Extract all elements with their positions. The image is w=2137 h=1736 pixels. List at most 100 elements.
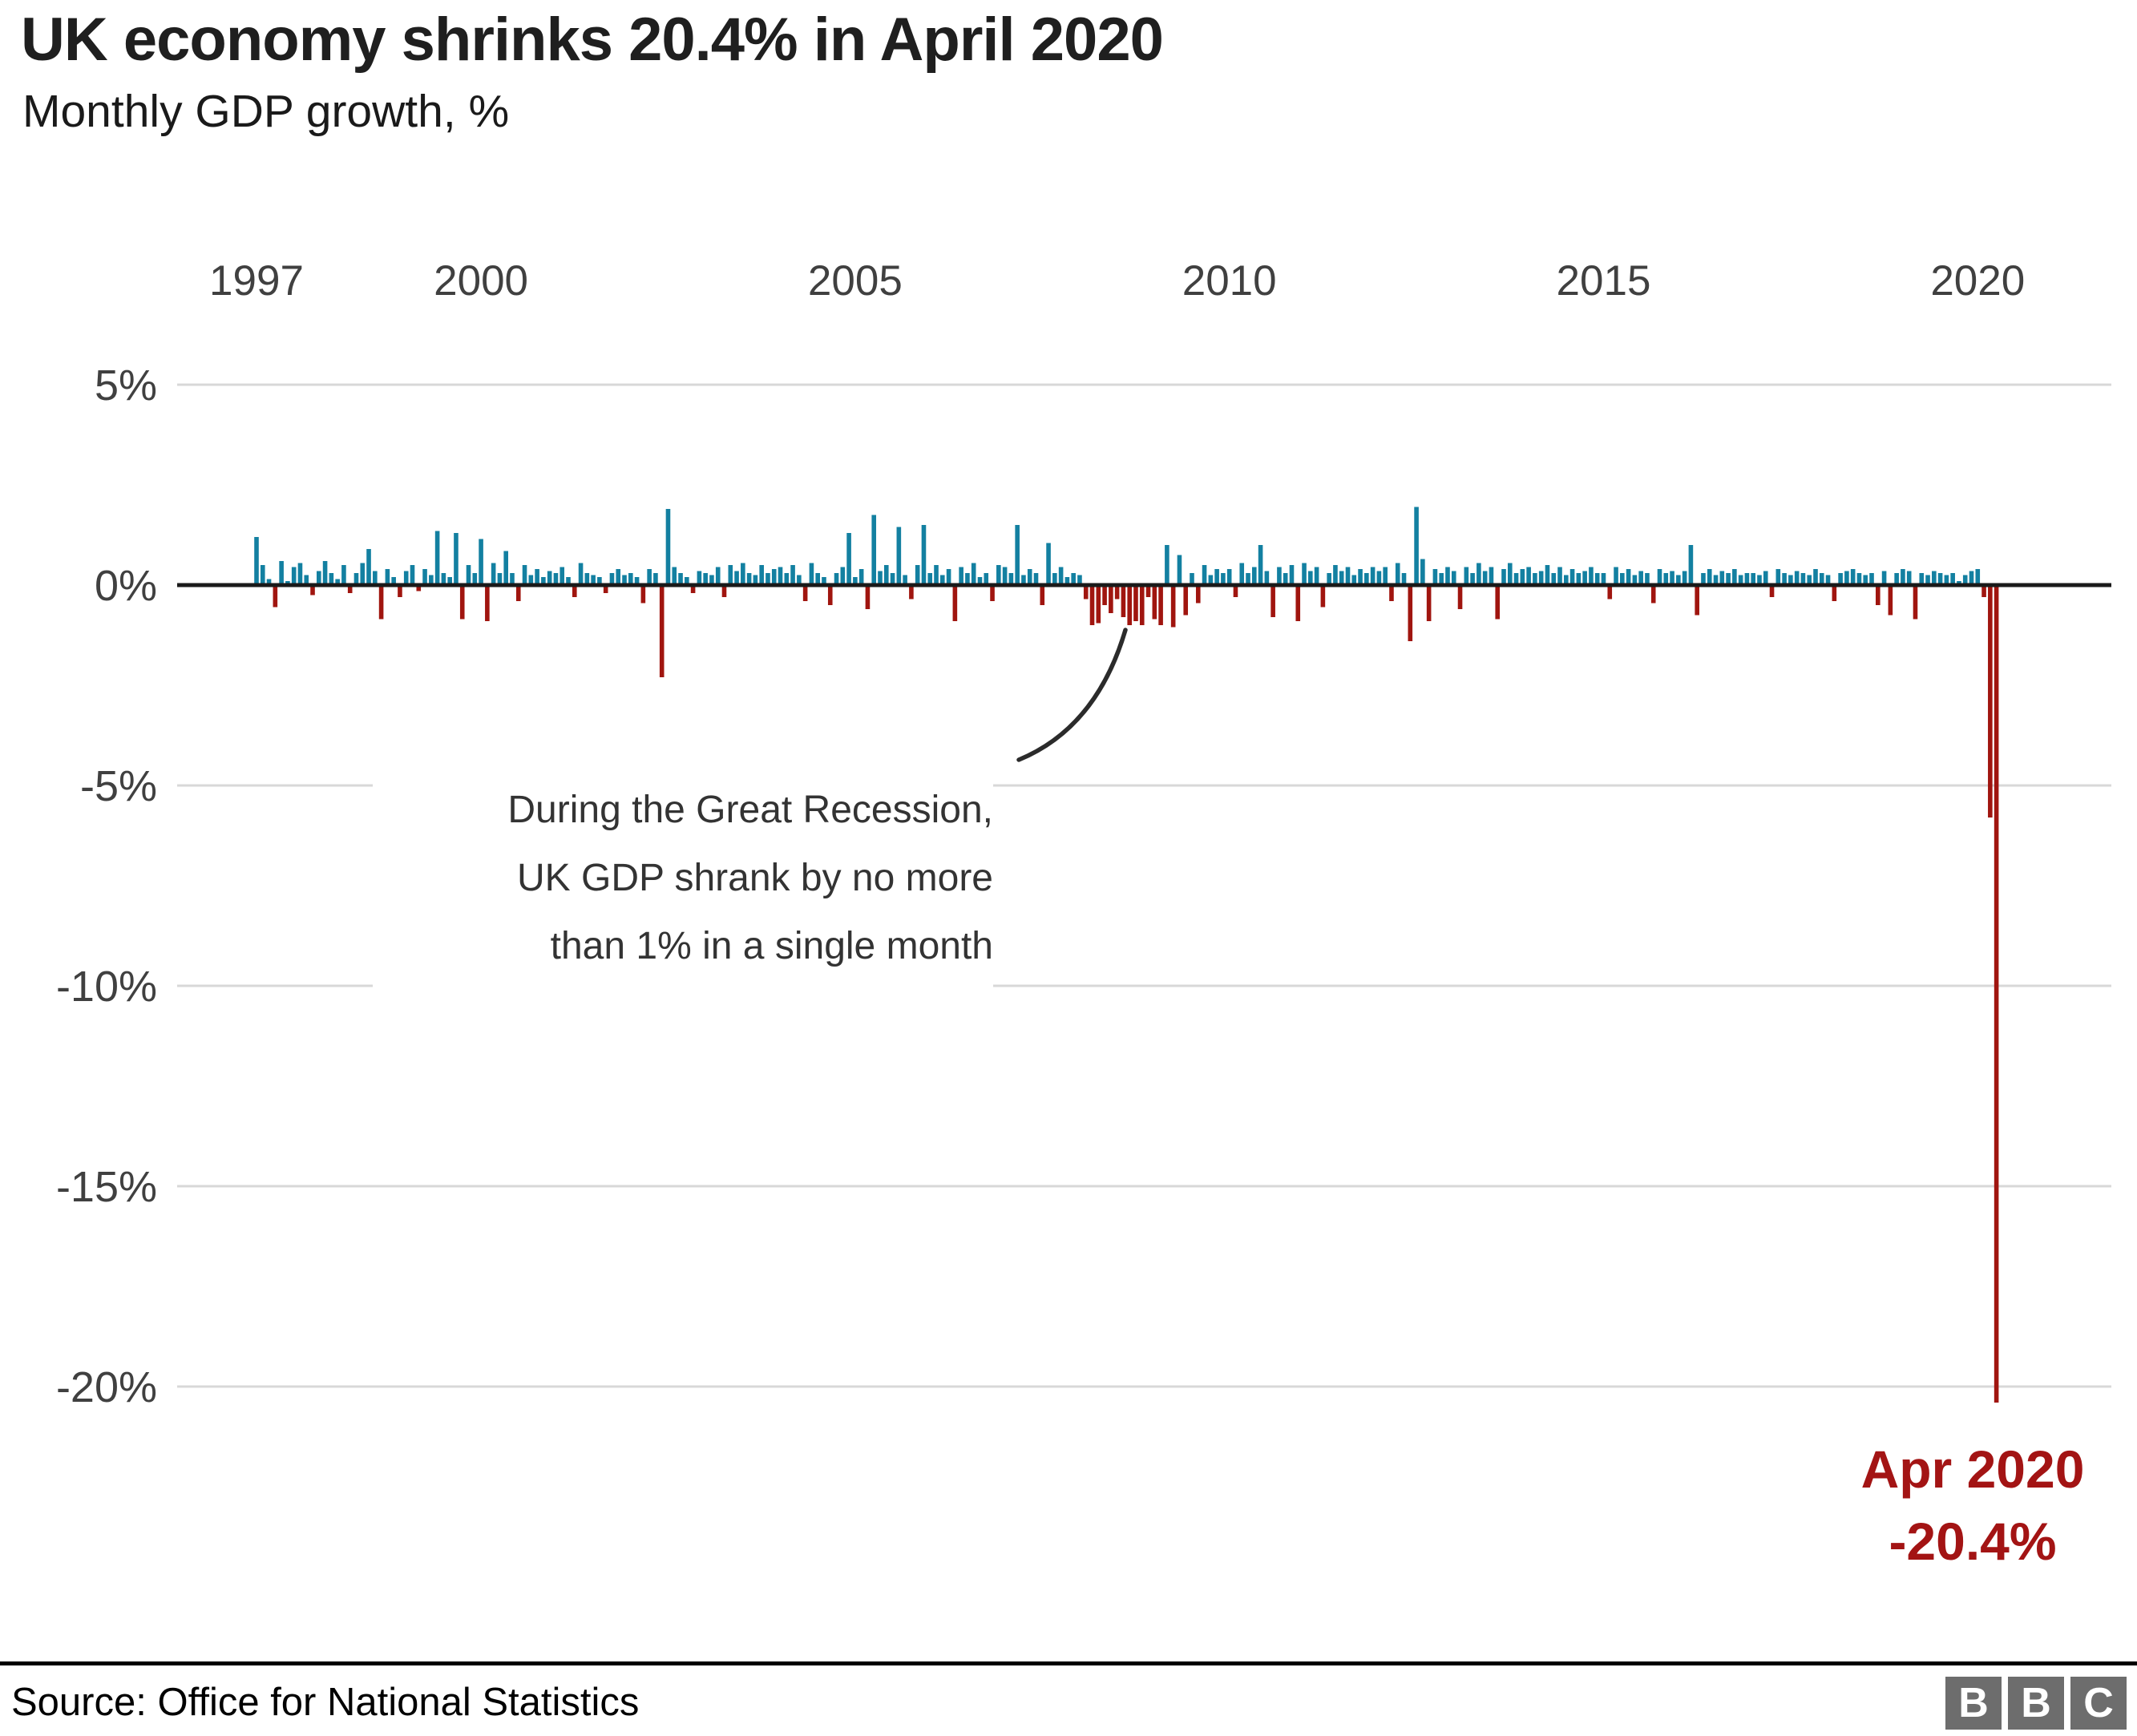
gdp-bar <box>734 571 739 585</box>
gdp-bar <box>1620 573 1625 585</box>
gdp-bar <box>391 577 396 585</box>
gdp-bar <box>766 573 770 585</box>
gdp-bar <box>1208 575 1214 585</box>
gdp-bar <box>797 575 802 585</box>
gdp-bar <box>378 585 384 620</box>
gdp-bar <box>1170 585 1176 628</box>
gdp-bar <box>890 573 895 585</box>
x-tick-label: 2010 <box>1182 257 1277 305</box>
gdp-bar <box>572 585 577 597</box>
gdp-bar <box>703 573 708 585</box>
gdp-bar <box>1782 573 1787 585</box>
gdp-bar <box>254 537 259 585</box>
gdp-bar <box>1383 567 1388 585</box>
gdp-bar <box>1913 585 1918 620</box>
gdp-bar <box>1327 573 1331 585</box>
bbc-logo: B B C <box>1945 1677 2127 1730</box>
gdp-bar <box>1046 543 1051 585</box>
gdp-bar <box>279 561 284 585</box>
gdp-bar <box>616 569 621 585</box>
gdp-bar <box>260 565 265 585</box>
gdp-bar <box>566 577 571 585</box>
gdp-bar <box>771 569 777 585</box>
gdp-bar <box>1975 569 1981 585</box>
gdp-bar <box>971 563 976 585</box>
gdp-bar <box>1881 571 1887 585</box>
gdp-bar <box>934 565 939 585</box>
gdp-bar <box>1807 575 1812 585</box>
gdp-bar <box>459 585 465 620</box>
gdp-bar <box>959 567 963 585</box>
gdp-bar <box>1775 569 1781 585</box>
gdp-bar <box>1252 567 1257 585</box>
gdp-bar <box>1339 571 1344 585</box>
gdp-bar <box>1489 567 1494 585</box>
gdp-bar <box>1557 567 1562 585</box>
gdp-bar <box>903 575 907 585</box>
gdp-bar <box>721 585 727 597</box>
gdp-bar <box>1464 567 1469 585</box>
callout-date: Apr 2020 <box>1860 1439 2085 1499</box>
gdp-bar <box>528 575 534 585</box>
gdp-bar <box>647 569 652 585</box>
gdp-bar <box>915 565 920 585</box>
gdp-bar <box>1376 571 1382 585</box>
gdp-bar <box>1077 575 1082 585</box>
gdp-bar <box>921 525 927 585</box>
gdp-bar <box>547 571 552 585</box>
gdp-bar <box>1901 569 1905 585</box>
gdp-bar <box>1670 571 1674 585</box>
gdp-bar <box>1657 569 1662 585</box>
gdp-bar <box>1850 569 1856 585</box>
gdp-bar <box>1395 563 1400 585</box>
gdp-bar <box>778 567 783 585</box>
gdp-bar <box>1190 573 1194 585</box>
annotation-line-3: than 1% in a single month <box>550 925 993 967</box>
gdp-bar <box>1358 569 1363 585</box>
gdp-bar <box>1145 585 1151 597</box>
gdp-bar <box>1289 565 1295 585</box>
gdp-bar <box>1295 585 1301 621</box>
gdp-bar <box>1277 567 1282 585</box>
gdp-bar <box>329 573 334 585</box>
gdp-bar <box>591 575 596 585</box>
gdp-bar <box>1214 569 1219 585</box>
gdp-bar <box>1401 573 1407 585</box>
gdp-bar <box>273 585 278 608</box>
gdp-bar <box>497 573 503 585</box>
gdp-bar <box>1264 571 1270 585</box>
gdp-bar <box>366 549 371 585</box>
gdp-bar <box>1064 577 1070 585</box>
gdp-bar <box>1308 571 1313 585</box>
gdp-bar <box>1838 573 1843 585</box>
gdp-bar <box>1202 565 1207 585</box>
gdp-bar <box>1788 575 1793 585</box>
gdp-bar <box>883 565 889 585</box>
great-recession-annotation: During the Great Recession, UK GDP shran… <box>373 766 993 1016</box>
gdp-bar <box>1695 585 1699 616</box>
gdp-bar <box>1825 575 1831 585</box>
gdp-bar <box>441 573 446 585</box>
gdp-bar <box>1589 567 1594 585</box>
gdp-bar <box>1663 573 1669 585</box>
gdp-bar <box>1246 573 1250 585</box>
footer-divider <box>0 1661 2137 1665</box>
gdp-bar <box>653 573 658 585</box>
gdp-bar <box>952 585 958 621</box>
gdp-bar <box>429 575 434 585</box>
gdp-bar <box>541 577 546 585</box>
gdp-bar <box>1058 567 1064 585</box>
gdp-bar <box>1676 575 1681 585</box>
gdp-bar <box>1645 573 1650 585</box>
gdp-bar <box>1420 559 1425 585</box>
gdp-bar <box>672 567 677 585</box>
gdp-bar <box>1533 573 1537 585</box>
gdp-bar <box>746 573 752 585</box>
gdp-bar <box>790 565 795 585</box>
gdp-bar <box>690 585 696 593</box>
gdp-bar <box>1713 575 1719 585</box>
gdp-bar <box>1239 563 1245 585</box>
gdp-bar <box>1744 573 1750 585</box>
gdp-bar <box>990 585 995 601</box>
gdp-bar <box>1650 585 1656 604</box>
